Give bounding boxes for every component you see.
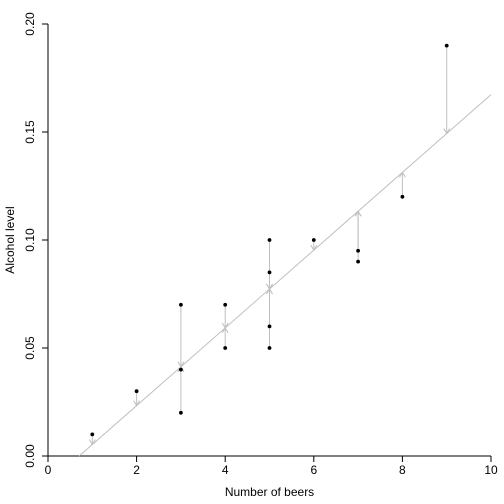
residual-arrowhead <box>310 244 318 252</box>
data-point <box>400 194 405 199</box>
residual-arrowhead <box>133 400 141 407</box>
points-group <box>90 43 449 437</box>
residual-arrowhead <box>88 439 96 446</box>
y-tick-label: 0.20 <box>23 12 37 36</box>
x-tick-label: 6 <box>310 463 317 477</box>
data-point <box>267 324 272 329</box>
data-point <box>90 432 95 437</box>
data-point <box>179 367 183 372</box>
y-tick-label: 0.10 <box>23 228 37 252</box>
x-tick-label: 4 <box>222 463 229 477</box>
data-point <box>134 389 139 394</box>
y-tick-label: 0.15 <box>23 120 37 144</box>
data-point <box>267 346 272 350</box>
data-point <box>356 259 360 264</box>
fit-line-group <box>78 94 492 457</box>
residual-arrowhead <box>177 365 185 373</box>
axes: 0 2 4 6 8 10 0.00 0.05 0.10 0.15 0.20 <box>23 12 498 477</box>
y-tick-label: 0.00 <box>23 444 37 468</box>
data-point <box>311 238 316 242</box>
data-point <box>179 410 183 415</box>
data-point <box>444 43 449 48</box>
residuals-group <box>88 45 451 446</box>
data-point <box>267 238 272 242</box>
data-point <box>223 302 228 307</box>
x-tick-label: 2 <box>133 463 140 477</box>
data-point <box>356 248 360 253</box>
x-tick-label: 10 <box>484 463 498 477</box>
residual-arrowhead <box>221 326 229 334</box>
residual-arrowhead <box>443 128 451 135</box>
data-point <box>179 302 183 307</box>
y-tick-label: 0.05 <box>23 336 37 360</box>
x-axis-title: Number of beers <box>225 485 314 499</box>
residual-arrowhead <box>354 210 362 217</box>
x-tick-label: 8 <box>399 463 406 477</box>
data-point <box>223 346 228 350</box>
residual-arrowhead <box>398 171 406 178</box>
data-point <box>267 270 272 275</box>
residual-arrowhead <box>266 288 273 295</box>
x-tick-label: 0 <box>45 463 52 477</box>
regression-line <box>78 94 492 457</box>
y-axis-title: Alcohol level <box>3 206 17 273</box>
